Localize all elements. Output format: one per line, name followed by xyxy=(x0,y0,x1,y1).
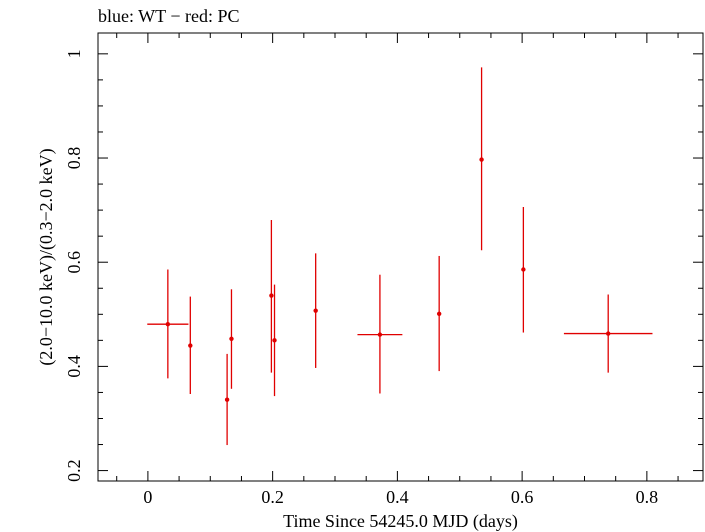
data-point xyxy=(521,206,526,333)
point-marker xyxy=(188,343,193,348)
point-marker xyxy=(313,308,318,313)
data-point xyxy=(269,220,274,373)
point-marker xyxy=(224,397,230,402)
y-tick-label: 0.2 xyxy=(64,459,84,482)
x-tick-label: 0.4 xyxy=(386,487,409,507)
x-tick-label: 0.8 xyxy=(636,487,659,507)
data-point xyxy=(188,296,193,395)
point-marker xyxy=(229,336,234,341)
y-axis: 0.2 0.4 0.6 0.8 1 xyxy=(64,49,703,482)
point-marker xyxy=(377,332,383,337)
data-point xyxy=(272,284,277,397)
point-marker xyxy=(436,311,442,316)
data-point xyxy=(224,353,230,446)
point-marker xyxy=(521,267,526,272)
point-marker xyxy=(165,322,171,327)
plot-frame xyxy=(97,32,704,482)
data-point xyxy=(563,294,653,373)
x-axis: 0 0.2 0.4 0.6 0.8 xyxy=(116,33,679,507)
data-point xyxy=(229,289,234,389)
data-point xyxy=(479,67,484,251)
x-tick-label: 0.6 xyxy=(511,487,534,507)
y-tick-label: 0.8 xyxy=(64,147,84,170)
point-marker xyxy=(272,338,277,343)
data-point xyxy=(313,253,318,368)
data-point xyxy=(147,269,189,379)
data-point xyxy=(436,255,442,372)
x-tick-label: 0.2 xyxy=(261,487,284,507)
point-marker xyxy=(605,331,611,336)
point-marker xyxy=(479,157,484,162)
x-axis-label: Time Since 54245.0 MJD (days) xyxy=(283,511,518,532)
series-layer xyxy=(147,67,653,446)
x-tick-label: 0 xyxy=(143,487,152,507)
point-marker xyxy=(269,293,274,298)
data-point xyxy=(357,274,403,394)
chart-title: blue: WT − red: PC xyxy=(98,6,240,26)
y-axis-label: (2.0−10.0 keV)/(0.3−2.0 keV) xyxy=(36,148,57,365)
y-tick-label: 0.6 xyxy=(64,251,84,274)
y-tick-label: 1 xyxy=(64,49,84,58)
y-tick-label: 0.4 xyxy=(64,355,84,378)
